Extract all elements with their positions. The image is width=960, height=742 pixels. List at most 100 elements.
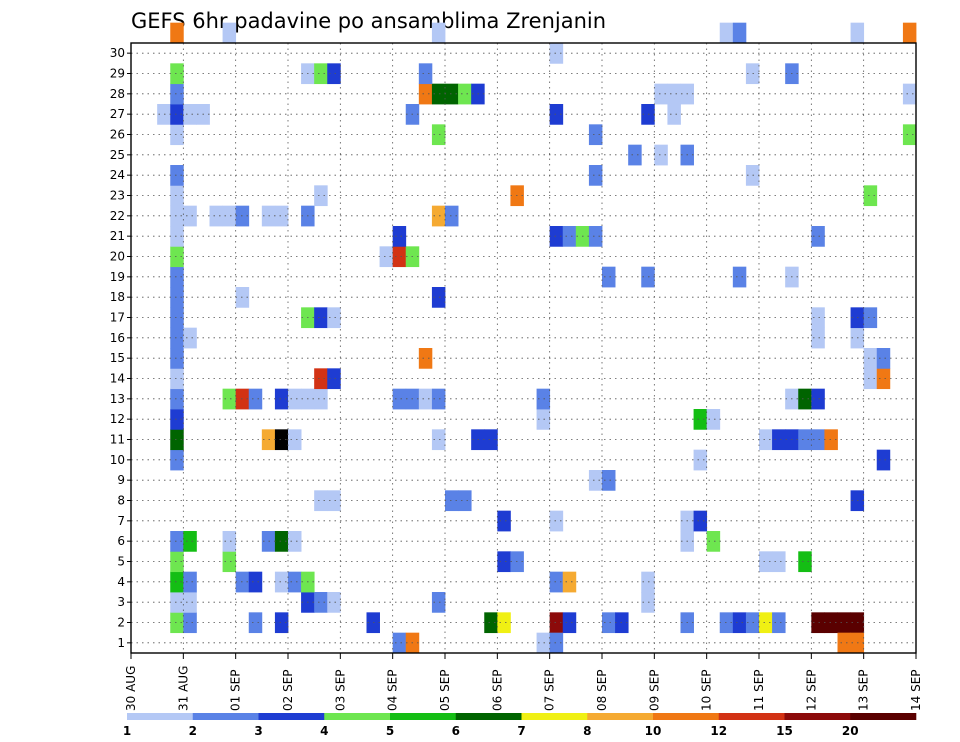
heat-cell — [458, 490, 472, 512]
y-tick-label: 16 — [110, 331, 125, 345]
heat-cell — [798, 429, 812, 451]
y-tick-label: 5 — [117, 555, 125, 569]
y-tick-label: 19 — [110, 270, 125, 284]
heat-cell — [170, 409, 184, 430]
y-tick-label: 18 — [110, 290, 125, 304]
heat-cell — [314, 490, 328, 512]
heat-cell — [641, 592, 655, 613]
heat-cell — [392, 226, 407, 247]
colorbar-label: 8 — [583, 724, 591, 738]
y-tick-label: 4 — [117, 575, 125, 589]
colorbar-label: 20 — [842, 724, 859, 738]
y-tick-label: 28 — [110, 87, 125, 101]
heat-cell — [837, 612, 851, 634]
heat-cell — [431, 124, 446, 146]
heat-cell — [222, 22, 237, 44]
x-tick-label: 12 SEP — [804, 669, 818, 711]
heat-cell — [602, 612, 616, 634]
heat-cell — [588, 124, 603, 146]
heat-cell — [418, 63, 433, 85]
colorbar-swatch — [784, 713, 851, 720]
x-tick-label: 13 SEP — [857, 669, 871, 711]
heat-cell — [170, 388, 184, 410]
y-tick-label: 21 — [110, 229, 125, 243]
colorbar-label: 15 — [776, 724, 793, 738]
x-tick-label: 30 AUG — [124, 666, 138, 711]
heat-cell — [314, 592, 328, 613]
heat-cell — [811, 388, 825, 410]
colorbar-label: 1 — [123, 724, 131, 738]
colorbar-label: 10 — [645, 724, 662, 738]
colorbar-swatch — [718, 713, 785, 720]
heat-cell — [327, 63, 341, 85]
heat-cell — [392, 246, 407, 268]
colorbar-swatch — [587, 713, 654, 720]
y-tick-label: 25 — [110, 148, 125, 162]
y-tick-label: 14 — [110, 372, 125, 386]
chart-title: GEFS 6hr padavine po ansamblima Zrenjani… — [131, 9, 606, 33]
x-tick-label: 06 SEP — [490, 669, 504, 711]
heat-cell — [549, 43, 564, 64]
y-tick-label: 2 — [117, 616, 125, 630]
y-tick-label: 7 — [117, 514, 125, 528]
heat-cell — [759, 551, 773, 573]
x-tick-label: 09 SEP — [647, 669, 661, 711]
y-tick-label: 8 — [117, 494, 125, 508]
x-tick-label: 04 SEP — [386, 669, 400, 711]
heat-cell — [170, 368, 184, 390]
heat-cell — [222, 205, 237, 227]
y-tick-label: 24 — [110, 168, 125, 182]
heat-cell — [170, 246, 184, 268]
x-tick-label: 02 SEP — [281, 669, 295, 711]
heat-cell — [170, 327, 184, 349]
x-tick-label: 01 SEP — [229, 669, 243, 711]
heat-cell — [392, 632, 407, 654]
heat-cell — [759, 612, 773, 634]
y-tick-label: 20 — [110, 250, 125, 264]
heat-cell — [418, 388, 433, 410]
heat-cell — [693, 510, 708, 532]
heat-cell — [418, 83, 433, 105]
heat-cell — [732, 612, 747, 634]
heat-cell — [170, 612, 184, 634]
heat-cell — [157, 104, 171, 125]
heat-cell — [902, 22, 917, 44]
heat-cell — [222, 388, 237, 410]
heat-cell — [588, 226, 603, 247]
heat-cell — [314, 185, 328, 207]
heat-cell — [863, 185, 878, 207]
heat-cell — [536, 388, 551, 410]
heat-cell — [183, 205, 197, 227]
heat-cell — [562, 226, 577, 247]
heat-cell — [876, 449, 891, 471]
heat-cell — [170, 531, 184, 552]
colorbar-label: 3 — [254, 724, 262, 738]
heat-cell — [549, 612, 564, 634]
colorbar-swatch — [850, 713, 917, 720]
heat-cell — [732, 266, 747, 288]
heat-cell — [667, 83, 681, 105]
heat-cell — [562, 612, 577, 634]
heat-cell — [314, 63, 328, 85]
heat-cell — [484, 429, 498, 451]
heat-cell — [183, 571, 197, 593]
heat-cell — [209, 205, 223, 227]
heat-cell — [798, 551, 812, 573]
heat-cell — [641, 104, 655, 125]
y-tick-label: 30 — [110, 46, 125, 60]
heat-cell — [248, 571, 263, 593]
heat-cell — [170, 226, 184, 247]
colorbar-label: 5 — [386, 724, 394, 738]
heat-cell — [327, 368, 341, 390]
colorbar-label: 7 — [517, 724, 525, 738]
heat-cell — [458, 83, 472, 105]
heat-cell — [327, 592, 341, 613]
heat-cell — [274, 429, 289, 451]
heat-cell — [654, 83, 668, 105]
x-tick-label: 08 SEP — [595, 669, 609, 711]
heat-cell — [798, 388, 812, 410]
heat-cell — [549, 104, 564, 125]
heat-cell — [811, 327, 825, 349]
heat-cell — [314, 388, 328, 410]
